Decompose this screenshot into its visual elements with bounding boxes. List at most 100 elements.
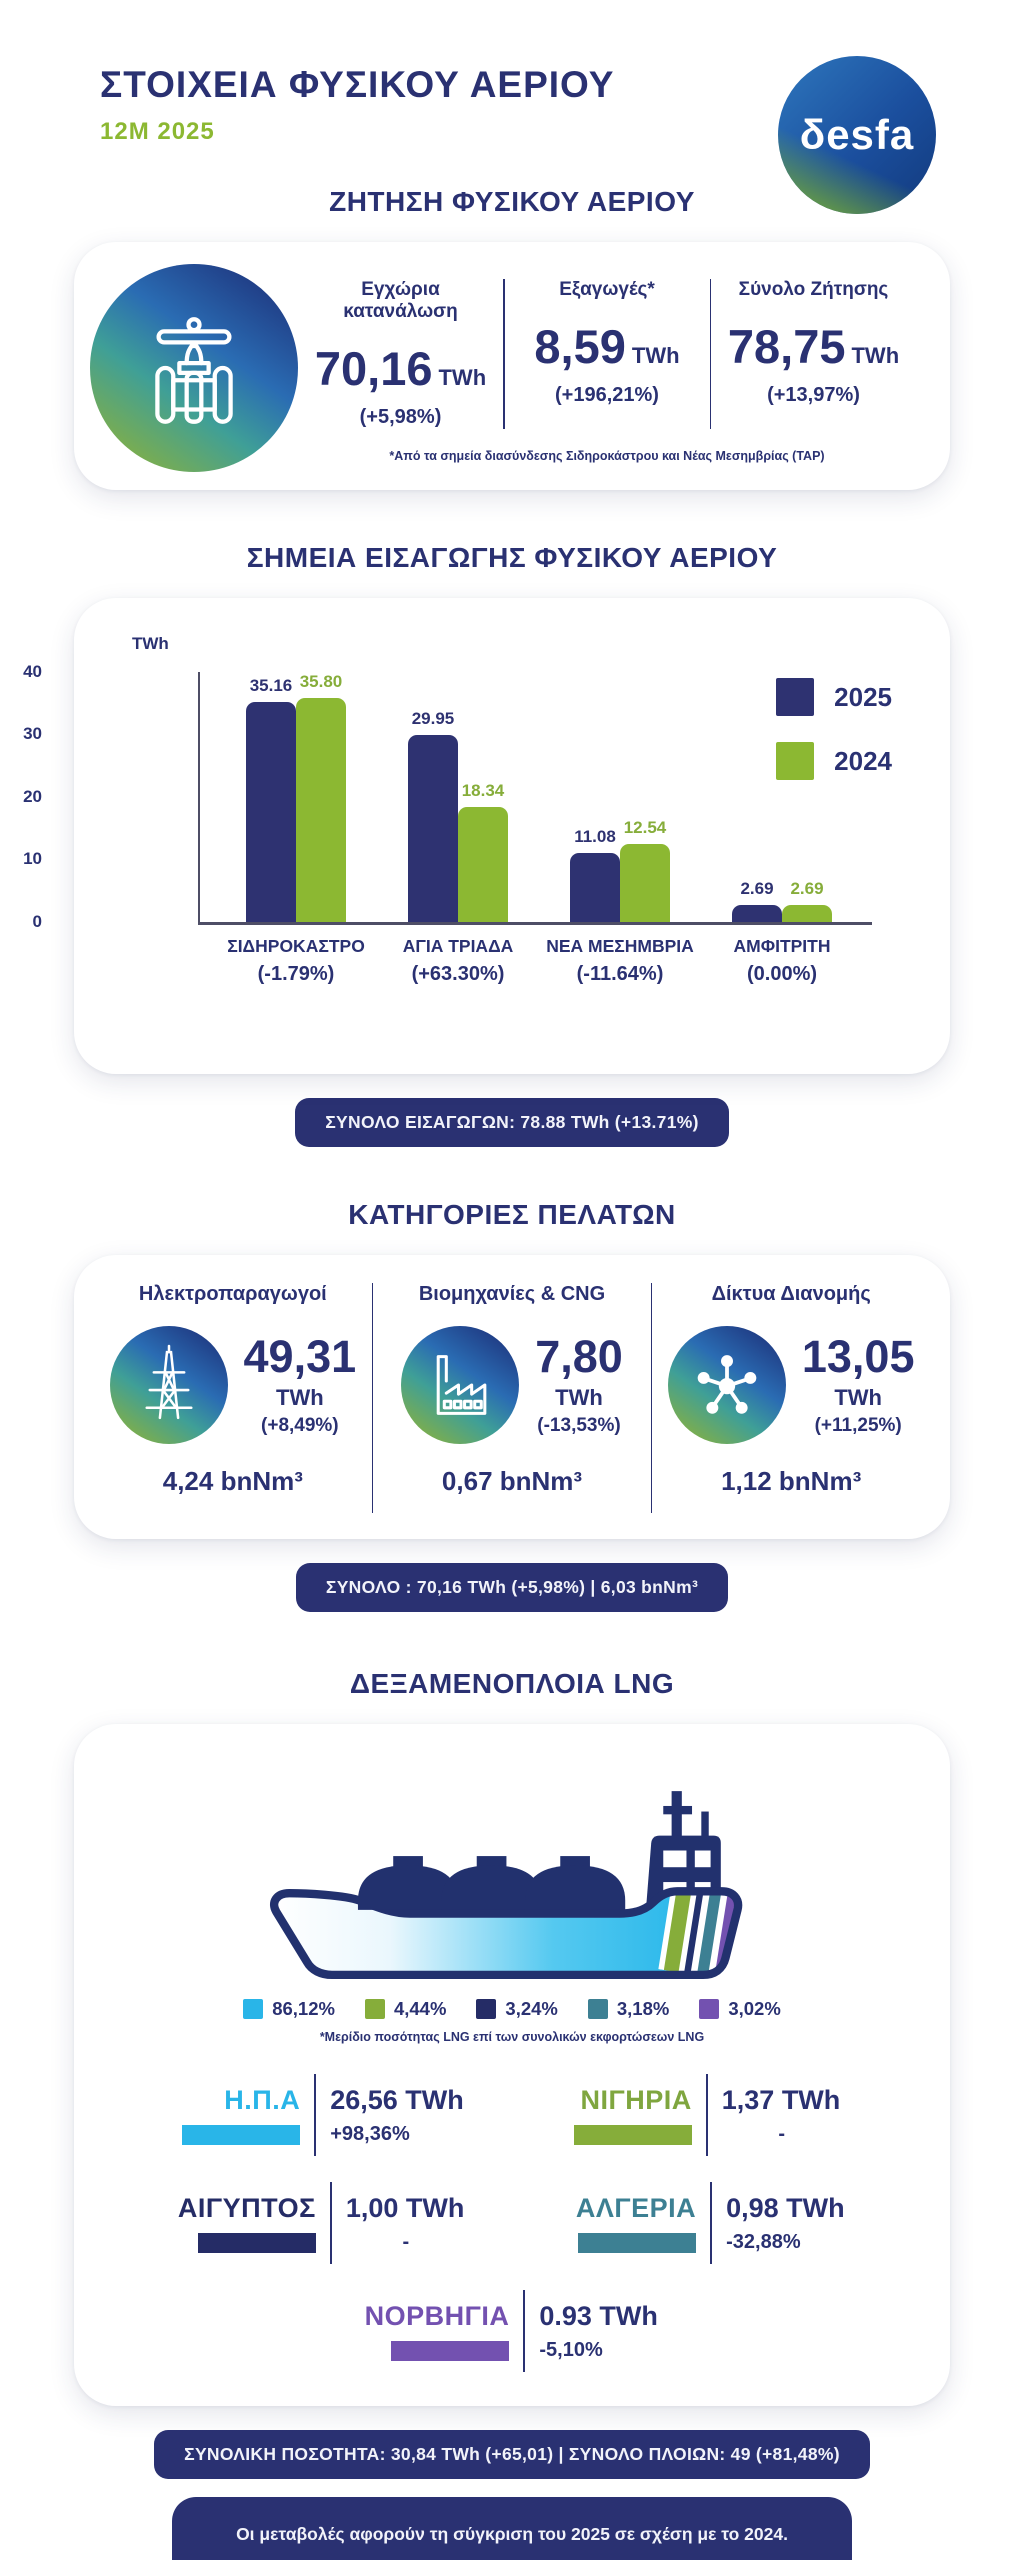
legend-swatch-2024 (776, 742, 815, 780)
y-tick: 40 (23, 662, 42, 681)
divider (705, 2074, 708, 2156)
y-axis-unit: TWh (132, 634, 169, 653)
demand-section-title: ΖΗΤΗΣΗ ΦΥΣΙΚΟΥ ΑΕΡΙΟΥ (329, 186, 695, 217)
bar-value-label: 18.34 (461, 781, 505, 801)
x-category-change: (-1.79%) (257, 963, 335, 985)
country-name: ΑΙΓΥΠΤΟΣ (177, 2193, 316, 2223)
bar-2024 (458, 807, 508, 922)
valve-icon (133, 307, 255, 429)
country-change: - (402, 2230, 410, 2253)
stat-value: 70,16 (314, 342, 433, 395)
bar-2024 (782, 905, 832, 922)
stat-change: (+13,97%) (767, 384, 860, 406)
stat-unit: TWh (851, 343, 900, 368)
divider (650, 1283, 653, 1513)
country-norway: ΝΟΡΒΗΓΙΑ 0.93 TWh -5,10% (365, 2290, 660, 2372)
legend-label: 2025 (834, 681, 892, 712)
divider (709, 279, 711, 429)
bar-2024 (296, 698, 346, 922)
country-value: 1,00 TWh (345, 2192, 465, 2223)
country-nigeria: ΝΙΓΗΡΙΑ 1,37 TWh - (573, 2074, 842, 2156)
network-badge (667, 1326, 786, 1444)
customer-unit: TWh (555, 1384, 603, 1410)
lng-ships-card: 86,12% 4,44% 3,24% 3,18% 3,02% *Μερίδιο … (74, 1724, 950, 2406)
x-category-label: ΑΓΙΑ ΤΡΙΑΔΑ (402, 936, 514, 956)
bar-group-sidirokastro: 35.16 35.80 ΣΙΔΗΡΟΚΑΣΤΡΟ (-1.79%) (227, 672, 365, 985)
legend-label: 2024 (834, 745, 892, 776)
share-algeria: 3,18% (587, 1998, 670, 2020)
bar-value-label: 2.69 (790, 879, 824, 899)
imports-total-banner: ΣΥΝΟΛΟ ΕΙΣΑΓΩΓΩΝ: 78.88 TWh (+13.71%) (295, 1098, 729, 1147)
customer-volume: 0,67 bnNm³ (441, 1466, 583, 1496)
country-change: -32,88% (726, 2230, 801, 2253)
bar-value-label: 12.54 (623, 817, 667, 837)
bar-group-agia-triada: 29.95 18.34 ΑΓΙΑ ΤΡΙΑΔΑ (+63.30%) (403, 708, 514, 985)
x-category-change: (+63.30%) (411, 963, 505, 985)
bar-value-label: 35.16 (249, 676, 293, 696)
factory-badge (401, 1326, 520, 1444)
bar-value-label: 11.08 (574, 826, 616, 846)
country-color-bar (197, 2233, 316, 2253)
country-usa: Η.Π.Α 26,56 TWh +98,36% (182, 2074, 464, 2156)
stat-exports: Εξαγωγές* 8,59 TWh (+196,21%) (505, 273, 710, 435)
share-swatch-green (364, 1999, 385, 2019)
y-tick: 0 (32, 912, 42, 931)
country-name: ΝΟΡΒΗΓΙΑ (364, 2301, 510, 2331)
share-pct: 3,02% (728, 1998, 781, 2019)
country-color-bar (573, 2125, 692, 2145)
chart-legend: 2025 2024 (776, 678, 892, 780)
desfa-logo: δesfa (778, 56, 936, 214)
divider (710, 2182, 713, 2264)
bar-group-nea-mesimvria: 11.08 12.54 ΝΕΑ ΜΕΣΗΜΒΡΙΑ (-11.64%) (546, 817, 694, 985)
share-egypt: 3,24% (476, 1998, 558, 2020)
country-egypt: ΑΙΓΥΠΤΟΣ 1,00 TWh - (178, 2182, 466, 2264)
share-swatch-teal (587, 1999, 608, 2019)
power-pylon-icon (132, 1342, 206, 1428)
stat-domestic-consumption: Εγχώρια κατανάλωση 70,16 TWh (+5,98%) (298, 273, 503, 435)
legend-swatch-2025 (776, 678, 815, 716)
legend-2025: 2025 (776, 678, 892, 716)
customer-unit: TWh (834, 1384, 882, 1410)
bar-2025 (246, 702, 296, 922)
country-change: - (778, 2122, 786, 2145)
share-pct: 4,44% (393, 1998, 447, 2019)
share-pct: 3,18% (616, 1998, 670, 2019)
bar-chart: TWh 40 30 20 10 0 35.16 35.80 ΣΙΔΗΡΟΚΑΣΤ… (23, 634, 914, 1030)
customer-industries-cng: Βιομηχανίες & CNG 7,80 (373, 1283, 651, 1513)
country-value: 1,37 TWh (721, 2084, 841, 2115)
lng-ships-total-banner: ΣΥΝΟΛΙΚΗ ΠΟΣΟΤΗΤΑ: 30,84 TWh (+65,01) | … (154, 2430, 870, 2479)
share-usa: 86,12% (243, 1998, 335, 2020)
customer-value: 13,05 (801, 1330, 915, 1382)
stat-change: (+196,21%) (555, 384, 659, 406)
country-name: ΝΙΓΗΡΙΑ (580, 2085, 692, 2115)
share-pct: 86,12% (272, 1998, 335, 2019)
bar-2025 (570, 852, 620, 922)
x-category-label: ΣΙΔΗΡΟΚΑΣΤΡΟ (227, 936, 365, 956)
customer-change: (+8,49%) (261, 1414, 339, 1436)
bar-2025 (408, 734, 458, 922)
stat-value: 8,59 (534, 320, 626, 373)
customer-label: Δίκτυα Διανομής (711, 1283, 871, 1305)
page-title: ΣΤΟΙΧΕΙΑ ΦΥΣΙΚΟΥ ΑΕΡΙΟΥ (100, 64, 615, 105)
customer-distribution-networks: Δίκτυα Διανομής (652, 1283, 930, 1513)
country-value: 0,98 TWh (726, 2192, 845, 2223)
stat-change: (+5,98%) (359, 406, 442, 428)
country-name: ΑΛΓΕΡΙΑ (575, 2193, 697, 2223)
stat-label: Εξαγωγές* (559, 279, 655, 300)
demand-stats: Εγχώρια κατανάλωση 70,16 TWh (+5,98%) Εξα… (298, 273, 916, 463)
customer-value: 7,80 (535, 1330, 623, 1382)
bar-value-label: 2.69 (740, 879, 774, 899)
plot-area: 35.16 35.80 ΣΙΔΗΡΟΚΑΣΤΡΟ (-1.79%) 29.95 1… (197, 672, 872, 985)
country-value: 0.93 TWh (539, 2300, 658, 2331)
page-subtitle: 12M 2025 (100, 118, 215, 145)
bar-value-label: 29.95 (411, 708, 455, 728)
y-tick: 20 (23, 787, 42, 806)
footer-note: Οι μεταβολές αφορούν τη σύγκριση του 202… (172, 2497, 852, 2560)
customers-card: Ηλεκτροπαραγωγοί 49,31 TWh ( (74, 1255, 950, 1539)
stat-label: Σύνολο Ζήτησης (738, 279, 889, 300)
share-pct: 3,24% (505, 1998, 558, 2019)
customer-volume: 1,12 bnNm³ (721, 1466, 862, 1496)
share-swatch-purple (699, 1999, 720, 2019)
stat-label: Εγχώρια κατανάλωση (343, 279, 458, 322)
divider (314, 2074, 317, 2156)
